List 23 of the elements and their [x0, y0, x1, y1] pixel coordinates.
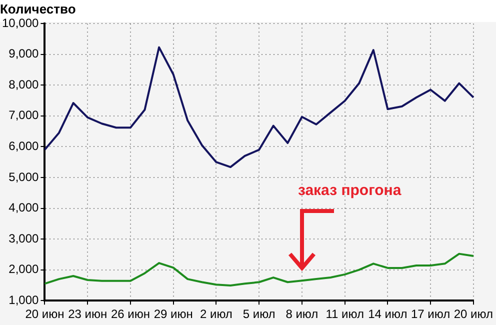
- y-tick-label: 7,000: [8, 108, 40, 122]
- y-tick-label: 8,000: [8, 77, 40, 92]
- x-tick-label: 5 июл: [242, 307, 276, 322]
- x-tick-label: 26 июн: [110, 307, 150, 322]
- y-tick-label: 6,000: [8, 139, 40, 154]
- x-tick-label: 20 июн: [25, 307, 64, 322]
- x-tick-label: 2 июл: [200, 307, 232, 322]
- y-tick-label: 2,000: [8, 262, 40, 276]
- chart-title: Количество: [0, 1, 76, 16]
- y-tick-label: 10,000: [2, 16, 40, 30]
- x-tick-label: 29 июн: [154, 307, 193, 322]
- y-tick-label: 4,000: [8, 200, 40, 215]
- x-tick-label: 14 июл: [368, 307, 408, 322]
- y-tick-label: 5,000: [8, 170, 40, 184]
- annotation: заказ прогона: [298, 182, 402, 200]
- x-tick-label: 20 июл: [454, 307, 493, 322]
- x-tick-label: 8 июл: [286, 307, 318, 322]
- x-tick-label: 11 июл: [326, 307, 364, 322]
- y-tick-label: 9,000: [8, 46, 40, 61]
- y-tick-label: 3,000: [8, 231, 40, 246]
- y-tick-label: 1,000: [8, 292, 40, 307]
- x-tick-label: 23 июн: [68, 307, 108, 322]
- x-tick-label: 17 июл: [411, 307, 450, 322]
